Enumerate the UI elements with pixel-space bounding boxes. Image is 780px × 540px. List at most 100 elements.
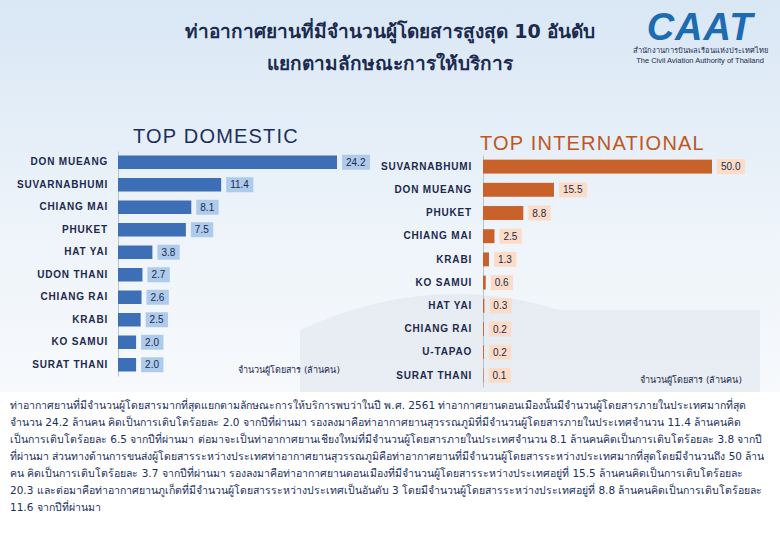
tick-label: PHUKET [426,207,472,218]
bar [118,201,191,215]
y-axis: DON MUEANG SUVARNABHUMI CHIANG MAI PHUKET HA… [17,152,119,377]
tick: KRABI [72,314,118,325]
logo-text: CAAT [647,6,756,48]
bar [118,268,142,282]
bar [118,178,221,192]
tick-label: KRABI [72,314,108,325]
bar [483,183,554,197]
label-box [196,200,218,215]
data-label: 0.3 [493,300,507,311]
bar [483,276,486,290]
label-box [147,290,169,305]
bar [118,156,337,170]
tick: SUVARNABHUMI [17,179,118,190]
chart-title: TOP DOMESTIC [133,125,299,147]
data-label: 2.6 [151,292,165,303]
bar [483,368,484,382]
bars [483,160,712,383]
data-label: 2.5 [150,314,164,325]
data-label: 2.7 [151,269,165,280]
tick-label: SURAT THANI [32,359,108,370]
chart: TOP DOMESTIC DON MUEANG SUVARNABHUMI CHIANG… [17,125,370,377]
tick: HAT YAI [428,300,483,311]
tick-label: SUVARNABHUMI [17,179,108,190]
axis-title: จำนวนผู้โดยสาร (ล้านคน) [238,365,340,376]
chart-title: TOP INTERNATIONAL [480,132,705,154]
paragraph: ท่าอากาศยานที่มีจำนวนผู้โดยสารมากที่สุดแ… [10,397,768,535]
data-label: 0.2 [493,324,507,335]
bars [118,156,337,372]
logo-english: The Civil Aviation Authority of Thailand [636,56,764,65]
data-label: 11.4 [230,179,249,190]
tick: UDON THANI [37,269,118,280]
bar [483,345,484,359]
label-box [141,357,163,372]
label-box [147,267,169,282]
tick: DON MUEANG [31,156,118,167]
tick: U-TAPAO [422,346,483,357]
tick: SURAT THANI [32,359,118,370]
data-label: 2.0 [145,337,159,348]
label-box [157,245,179,260]
data-label: 0.2 [493,347,507,358]
label-box [146,312,168,327]
tick: DON MUEANG [395,184,483,195]
bar [483,229,494,243]
tick-label: U-TAPAO [422,346,472,357]
data-label: 0.6 [495,277,509,288]
tick-label: DON MUEANG [395,184,472,195]
tick-label: KRABI [436,254,472,265]
tick: KRABI [436,254,483,265]
background [0,0,780,392]
data-label: 24.2 [346,157,366,168]
label-box [191,222,213,237]
tick: CHIANG RAI [41,291,118,302]
data-label: 2.0 [145,359,159,370]
tick: KO SAMUI [52,336,118,347]
bar [483,322,484,336]
bar [118,336,136,350]
subtitle: แยกตามลักษณะการให้บริการ [267,52,514,74]
tick-label: CHIANG MAI [39,201,108,212]
data-label: 50.0 [721,161,741,172]
label-box [559,182,587,197]
logo: CAATสำนักงานการบินพลเรือนแห่งประเทศไทยTh… [633,6,768,65]
tick-label: UDON THANI [37,269,108,280]
tick-label: SUVARNABHUMI [381,161,472,172]
label-box [491,275,513,290]
tick-label: HAT YAI [64,246,108,257]
bar [118,313,141,327]
data-label: 2.5 [503,231,517,242]
tick: KO SAMUI [416,277,483,288]
chart: TOP INTERNATIONAL SUVARNABHUMI DON MUEANG P… [381,132,745,388]
data-label: 8.1 [200,202,214,213]
tick-label: KO SAMUI [416,277,472,288]
label-box [489,298,511,313]
tick: PHUKET [426,207,483,218]
tick: PHUKET [62,224,118,235]
tick-label: HAT YAI [428,300,472,311]
data-label: 7.5 [195,224,209,235]
label-box [342,155,370,170]
label-box [141,335,163,350]
data-labels: 50.015.58.82.51.30.60.30.20.20.1 [488,159,744,383]
tick-label: KO SAMUI [52,336,108,347]
label-box [528,206,550,221]
data-labels: 24.211.48.17.53.82.72.62.52.02.0 [141,155,370,373]
label-box [499,229,521,244]
label-box [717,159,745,174]
terminal-shape [300,294,760,392]
data-label: 0.1 [492,370,506,381]
data-label: 15.5 [563,184,583,195]
tick: HAT YAI [64,246,118,257]
label-box [488,368,510,383]
bar [483,206,523,220]
tick-label: DON MUEANG [31,156,108,167]
label-box [226,177,253,192]
bar [118,291,142,305]
tick-label: PHUKET [62,224,108,235]
label-box [489,322,511,337]
tick-label: CHIANG RAI [41,291,108,302]
bar [483,299,484,313]
y-axis: SUVARNABHUMIDON MUEANGPHUKETCHIANG MAIKR… [381,156,484,388]
